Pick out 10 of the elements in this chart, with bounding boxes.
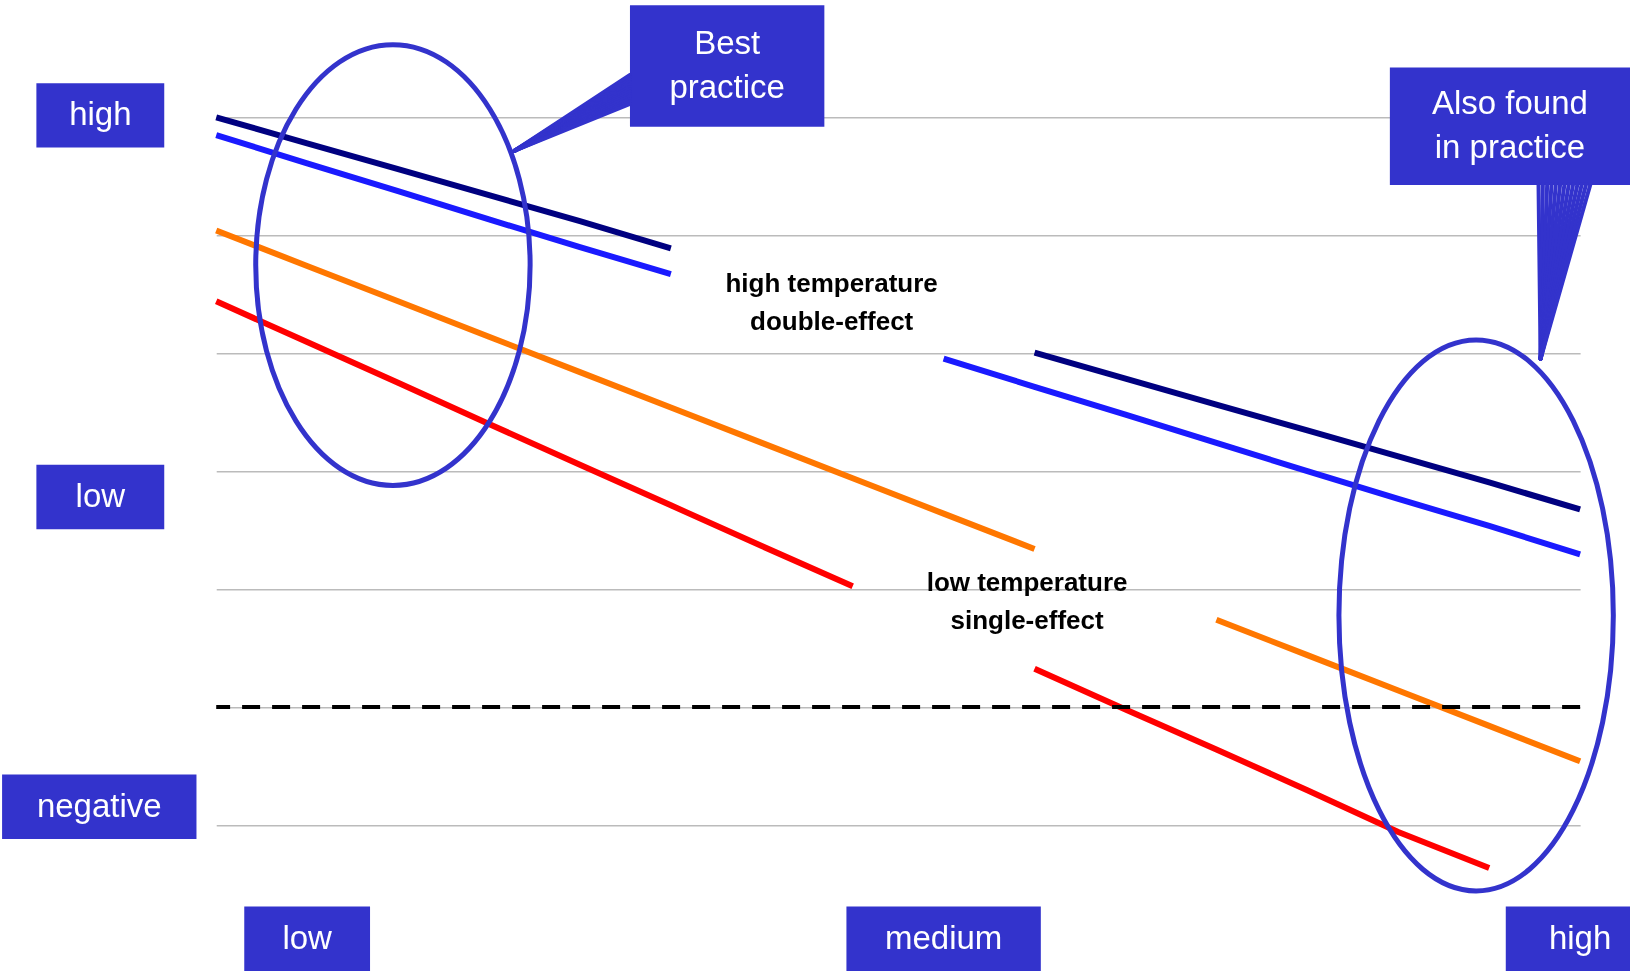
text: negative [36, 786, 162, 824]
x-tick-label: high [1548, 918, 1612, 956]
text: low [75, 476, 126, 514]
annotation: high temperature double-effect [725, 267, 938, 336]
text: Best practice [669, 24, 785, 106]
annotation: low temperature single-effect [926, 566, 1128, 635]
text: high [69, 95, 132, 133]
annotation: Also found in practice [1431, 84, 1588, 166]
x-tick-label: medium [884, 918, 1003, 956]
x-tick-label: low [282, 918, 333, 956]
